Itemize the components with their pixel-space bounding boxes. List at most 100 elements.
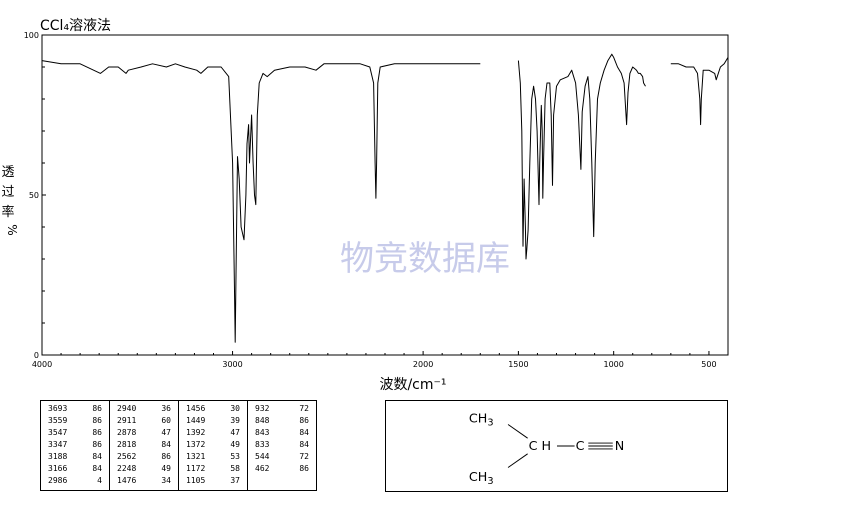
peak-transmittance: 86 <box>92 416 102 425</box>
peak-transmittance: 86 <box>299 416 309 425</box>
spectrum-segment-3 <box>670 57 729 126</box>
peak-table-row: 462 86 <box>255 463 316 475</box>
atom-ch3-top: CH3 <box>469 411 494 429</box>
peak-table-row: 1456 30 <box>186 403 247 415</box>
peak-table-row: 544 72 <box>255 451 316 463</box>
peak-table-row: 2986 4 <box>48 475 109 487</box>
peak-table-row: 3547 86 <box>48 427 109 439</box>
isobutyronitrile-structure: CH3 C H C N CH3 <box>469 411 624 488</box>
peak-table-row: 2878 47 <box>117 427 178 439</box>
peak-transmittance: 34 <box>161 476 171 485</box>
y-ticks: 0 50 100 <box>24 31 46 360</box>
peak-transmittance: 72 <box>299 452 309 461</box>
peak-table-row: 1321 53 <box>186 451 247 463</box>
peak-transmittance: 37 <box>230 476 240 485</box>
x-tick-label: 1500 <box>508 360 528 369</box>
bond-top <box>507 424 528 439</box>
peak-wavenumber: 1321 <box>186 452 206 461</box>
peak-transmittance: 53 <box>230 452 240 461</box>
peak-table-row: 2940 36 <box>117 403 178 415</box>
peak-wavenumber: 1456 <box>186 404 206 413</box>
peak-transmittance: 58 <box>230 464 240 473</box>
peak-wavenumber: 462 <box>255 464 270 473</box>
y-axis-label: 透 过 率 % <box>1 165 19 236</box>
peak-table-row: 2562 86 <box>117 451 178 463</box>
peak-transmittance: 60 <box>161 416 171 425</box>
peak-wavenumber: 833 <box>255 440 270 449</box>
peak-wavenumber: 2911 <box>117 416 137 425</box>
peak-transmittance: 86 <box>92 440 102 449</box>
peak-transmittance: 49 <box>230 440 240 449</box>
peak-table-row: 2911 60 <box>117 415 178 427</box>
plot-frame <box>41 34 729 356</box>
peak-wavenumber: 3166 <box>48 464 68 473</box>
peak-wavenumber: 2248 <box>117 464 137 473</box>
peak-table: 3693 86 3559 86 3547 86 3347 86 3188 84 3166 84 2986… <box>40 400 317 491</box>
peak-wavenumber: 3347 <box>48 440 68 449</box>
x-axis-label: 波数/cm⁻¹ <box>379 377 446 393</box>
peak-table-row: 3559 86 <box>48 415 109 427</box>
x-tick-label: 4000 <box>32 360 52 369</box>
peak-table-row: 3166 84 <box>48 463 109 475</box>
y-tick-label: 0 <box>34 351 39 360</box>
peak-table-column: 3693 86 3559 86 3547 86 3347 86 3188 84 3166 84 2986… <box>41 401 109 490</box>
peak-wavenumber: 1372 <box>186 440 206 449</box>
peak-wavenumber: 1476 <box>117 476 137 485</box>
chart-title: CCl₄溶液法 <box>40 18 111 34</box>
peak-table-column: 1456 30 1449 39 1392 47 1372 49 1321 53 1172 58 1105… <box>178 401 247 490</box>
atom-c-nitrile: C <box>576 438 585 453</box>
ir-spectrum-chart: CCl₄溶液法 物竞数据库 透 过 率 % 0 50 100 4000 3000 200… <box>1 18 729 393</box>
peak-table-row: 3347 86 <box>48 439 109 451</box>
y-label-char-4: % <box>5 224 19 235</box>
peak-transmittance: 84 <box>161 440 171 449</box>
y-label-char-1: 透 <box>1 165 14 180</box>
peak-transmittance: 86 <box>92 428 102 437</box>
y-tick-label: 100 <box>24 31 39 40</box>
peak-transmittance: 84 <box>299 428 309 437</box>
peak-wavenumber: 843 <box>255 428 270 437</box>
peak-table-row: 1392 47 <box>186 427 247 439</box>
peak-table-row: 833 84 <box>255 439 316 451</box>
peak-wavenumber: 1392 <box>186 428 206 437</box>
peak-table-row: 3693 86 <box>48 403 109 415</box>
peak-wavenumber: 2940 <box>117 404 137 413</box>
peak-table-row: 848 86 <box>255 415 316 427</box>
bond-bottom <box>507 453 528 468</box>
peak-transmittance: 84 <box>299 440 309 449</box>
peak-transmittance: 30 <box>230 404 240 413</box>
peak-wavenumber: 2562 <box>117 452 137 461</box>
peak-wavenumber: 3693 <box>48 404 68 413</box>
y-label-char-3: 率 <box>1 204 14 220</box>
x-tick-label: 1000 <box>603 360 623 369</box>
peak-transmittance: 39 <box>230 416 240 425</box>
peak-wavenumber: 1449 <box>186 416 206 425</box>
peak-transmittance: 4 <box>97 476 102 485</box>
peak-transmittance: 84 <box>92 452 102 461</box>
y-label-char-2: 过 <box>1 185 14 200</box>
peak-table-row: 932 72 <box>255 403 316 415</box>
spectrum-series <box>41 53 729 343</box>
peak-table-row: 3188 84 <box>48 451 109 463</box>
watermark: 物竞数据库 <box>340 239 510 279</box>
x-tick-label: 500 <box>701 360 716 369</box>
peak-wavenumber: 932 <box>255 404 270 413</box>
peak-wavenumber: 2986 <box>48 476 68 485</box>
peak-transmittance: 86 <box>92 404 102 413</box>
atom-ch3-bottom: CH3 <box>469 469 494 487</box>
peak-transmittance: 86 <box>299 464 309 473</box>
x-tick-label: 3000 <box>222 360 242 369</box>
peak-table-row: 2818 84 <box>117 439 178 451</box>
atom-ch-center: C H <box>529 438 551 453</box>
peak-wavenumber: 2878 <box>117 428 137 437</box>
peak-transmittance: 72 <box>299 404 309 413</box>
peak-table-row: 1372 49 <box>186 439 247 451</box>
peak-wavenumber: 544 <box>255 452 270 461</box>
y-tick-label: 50 <box>29 191 39 200</box>
peak-table-column: 932 72 848 86 843 84 833 84 544 72 462 86 <box>247 401 316 490</box>
peak-wavenumber: 3559 <box>48 416 68 425</box>
peak-wavenumber: 2818 <box>117 440 137 449</box>
structure-panel: CH3 C H C N CH3 <box>385 400 728 492</box>
x-tick-label: 2000 <box>413 360 433 369</box>
spectrum-segment-1 <box>41 60 481 343</box>
peak-transmittance: 86 <box>161 452 171 461</box>
